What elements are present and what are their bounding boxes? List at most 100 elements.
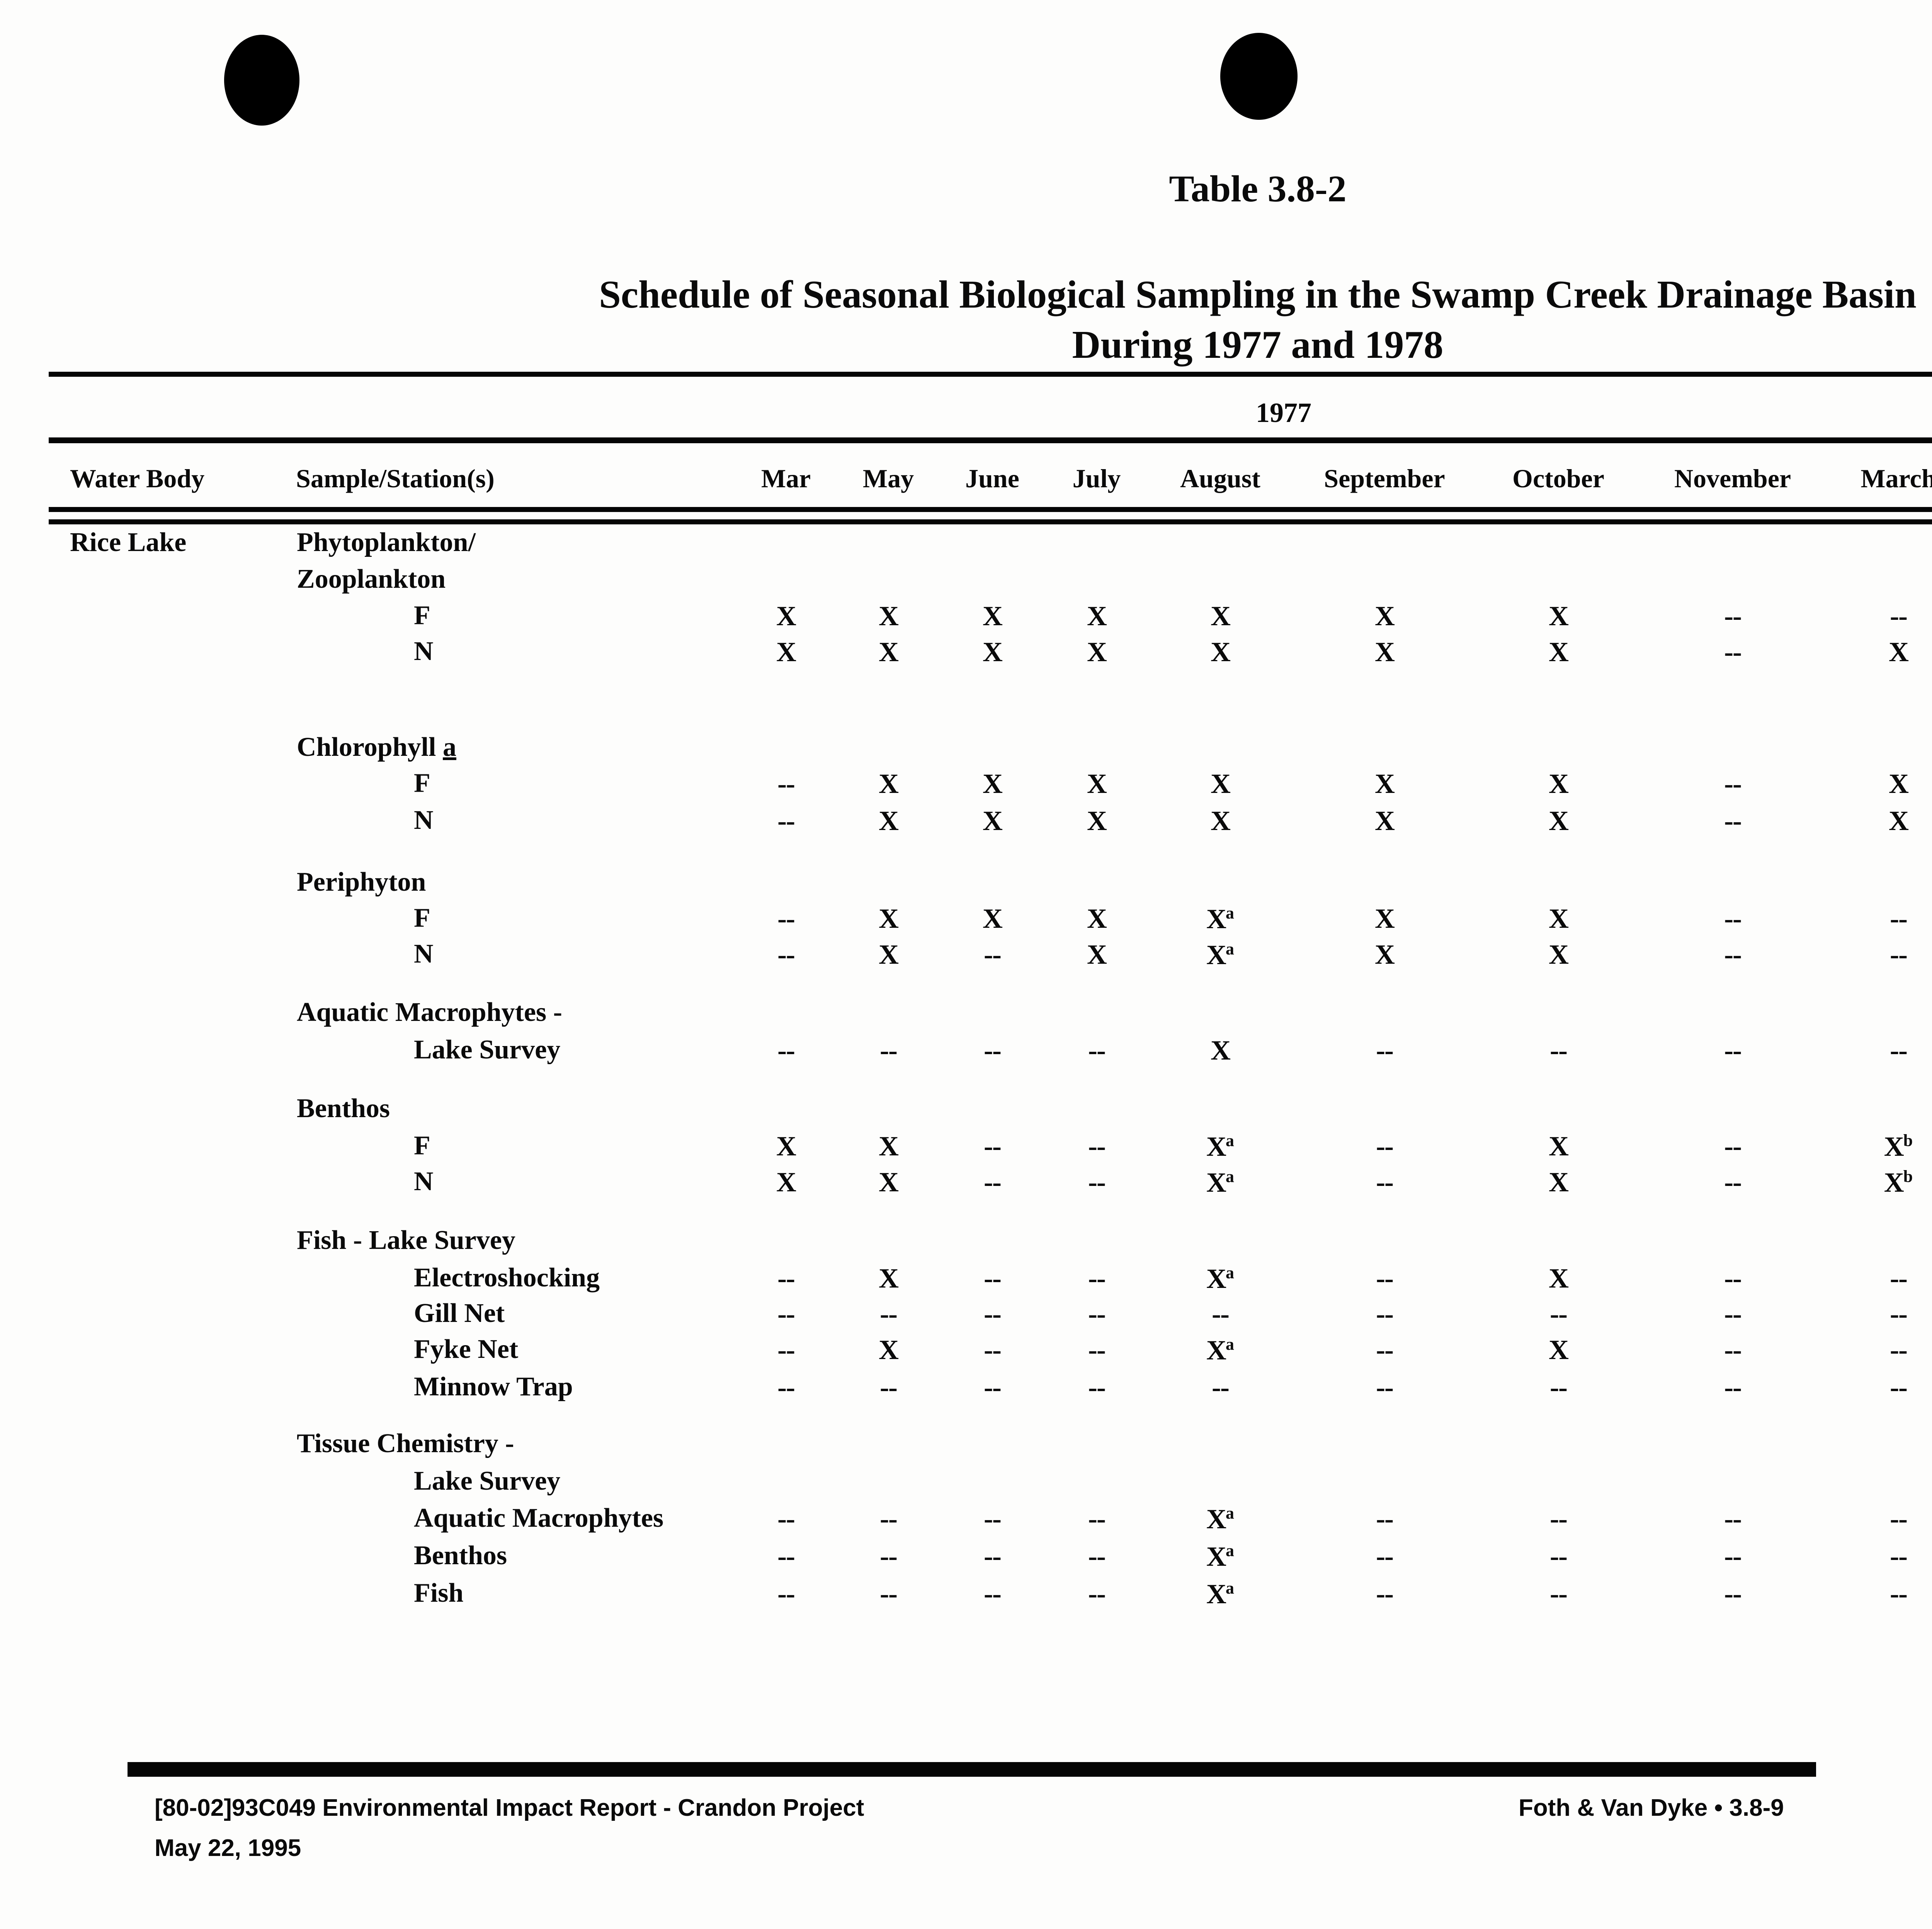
table-cell: -- (777, 805, 795, 836)
table-cell: X (879, 600, 899, 631)
table-cell: -- (1724, 1298, 1742, 1329)
table-cell: -- (984, 939, 1002, 970)
double-rule-upper (49, 507, 1932, 512)
row-label: Minnow Trap (414, 1372, 573, 1402)
table-cell: X (1549, 1263, 1569, 1294)
table-cell: X (1549, 903, 1569, 934)
table-cell: -- (1890, 939, 1908, 970)
table-cell: -- (1724, 1263, 1742, 1294)
table-cell: -- (1376, 1298, 1394, 1329)
rule-top (49, 372, 1932, 377)
table-cell: -- (777, 1298, 795, 1329)
row-label: F (414, 768, 430, 798)
table-cell: -- (1088, 1131, 1106, 1162)
month-header: July (1072, 464, 1121, 493)
table-cell: -- (1724, 1334, 1742, 1365)
table-cell: -- (1376, 1541, 1394, 1572)
table-cell: X (1211, 600, 1231, 631)
table-cell: -- (777, 1578, 795, 1609)
table-cell: -- (880, 1372, 898, 1403)
table-cell: -- (1212, 1298, 1230, 1329)
table-cell: -- (984, 1541, 1002, 1572)
table-cell: -- (1890, 600, 1908, 631)
row-label: N (414, 805, 434, 835)
table-cell: X (1889, 636, 1909, 667)
table-cell: -- (1550, 1503, 1568, 1534)
month-header: September (1324, 464, 1445, 493)
section-label: Benthos (297, 1094, 390, 1123)
footer-page-ref: Foth & Van Dyke • 3.8-9 (1519, 1795, 1784, 1821)
table-cell: X (1549, 768, 1569, 799)
row-label: Gill Net (414, 1298, 505, 1328)
table-cell: -- (1890, 1035, 1908, 1066)
table-cell: -- (777, 1035, 795, 1066)
table-cell: -- (880, 1541, 898, 1572)
footer-rule (128, 1762, 1816, 1777)
table-cell: -- (984, 1578, 1002, 1609)
table-cell: X (983, 805, 1003, 836)
table-cell: Xb (1884, 1167, 1913, 1198)
table-cell: -- (777, 1503, 795, 1534)
table-cell: X (879, 939, 899, 970)
year-1977-label: 1977 (1256, 397, 1311, 428)
table-cell: -- (984, 1167, 1002, 1198)
row-label: N (414, 636, 434, 666)
section-label: Periphyton (297, 867, 426, 897)
punch-hole-icon (1220, 33, 1298, 120)
table-cell: -- (984, 1334, 1002, 1365)
row-label: F (414, 600, 430, 630)
table-cell: -- (777, 1541, 795, 1572)
table-cell: X (879, 636, 899, 667)
table-cell: -- (1724, 1541, 1742, 1572)
table-cell: X (1375, 600, 1395, 631)
table-cell: -- (984, 1298, 1002, 1329)
table-cell: -- (880, 1578, 898, 1609)
page-subtitle: During 1977 and 1978 (1072, 323, 1444, 367)
month-header: May (862, 464, 914, 493)
table-cell: X (879, 768, 899, 799)
month-header: June (965, 464, 1019, 493)
header-sample-stations: Sample/Station(s) (296, 464, 495, 493)
row-label: Fyke Net (414, 1334, 519, 1364)
table-cell: X (1549, 1131, 1569, 1162)
table-cell: X (1889, 805, 1909, 836)
table-cell: -- (1724, 903, 1742, 934)
table-cell: -- (777, 768, 795, 799)
table-cell: -- (777, 939, 795, 970)
table-cell: X (1087, 768, 1107, 799)
table-cell: Xa (1206, 1335, 1234, 1366)
table-cell: Xa (1206, 939, 1234, 970)
table-cell: -- (1724, 939, 1742, 970)
row-label: F (414, 903, 430, 933)
table-cell: -- (1376, 1578, 1394, 1609)
table-cell: -- (1376, 1334, 1394, 1365)
table-cell: X (1211, 805, 1231, 836)
table-cell: -- (984, 1131, 1002, 1162)
table-cell: X (879, 805, 899, 836)
table-cell: -- (984, 1503, 1002, 1534)
table-cell: X (983, 636, 1003, 667)
table-cell: -- (1376, 1263, 1394, 1294)
table-cell: X (983, 600, 1003, 631)
table-cell: X (1549, 600, 1569, 631)
table-cell: -- (1724, 636, 1742, 667)
table-cell: X (879, 1334, 899, 1365)
table-cell: X (1087, 636, 1107, 667)
table-cell: X (776, 636, 796, 667)
punch-hole-icon (224, 35, 299, 126)
table-cell: -- (1088, 1263, 1106, 1294)
table-cell: -- (1550, 1372, 1568, 1403)
table-cell: Xb (1884, 1131, 1913, 1162)
table-cell: -- (1890, 903, 1908, 934)
table-cell: X (1375, 939, 1395, 970)
table-cell: X (1211, 1035, 1231, 1066)
table-cell: X (1375, 903, 1395, 934)
table-cell: -- (880, 1035, 898, 1066)
section-label: Phytoplankton/ (297, 527, 476, 557)
table-cell: X (1375, 768, 1395, 799)
table-cell: X (1375, 636, 1395, 667)
table-cell: -- (1376, 1131, 1394, 1162)
section-label: Zooplankton (297, 564, 446, 594)
table-cell: -- (1550, 1541, 1568, 1572)
